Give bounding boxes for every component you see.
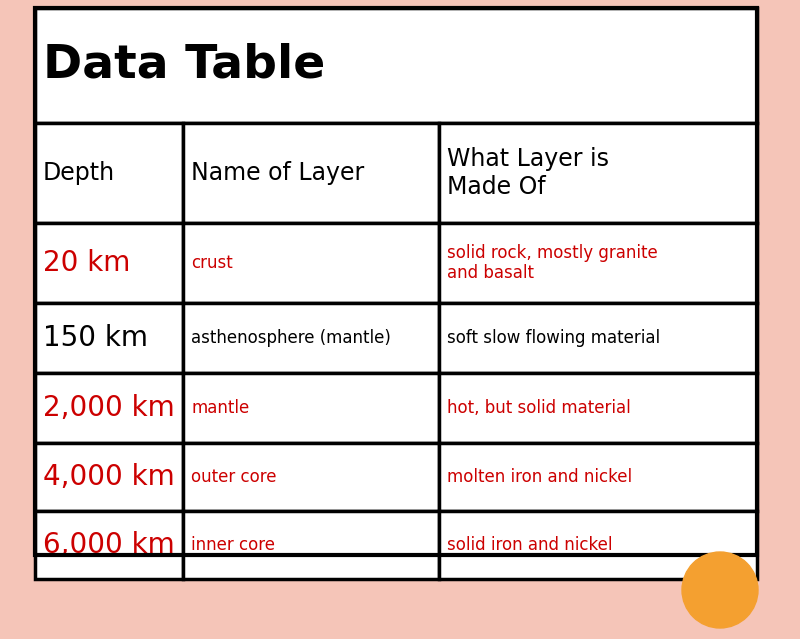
Text: 150 km: 150 km [43, 324, 148, 352]
Text: 20 km: 20 km [43, 249, 130, 277]
Bar [35, 223, 183, 303]
Bar [439, 223, 757, 303]
Text: 6,000 km: 6,000 km [43, 531, 174, 559]
Text: hot, but solid material: hot, but solid material [447, 399, 631, 417]
Text: soft slow flowing material: soft slow flowing material [447, 329, 661, 347]
Bar [35, 303, 183, 373]
Bar [35, 511, 183, 579]
Bar [439, 123, 757, 223]
Circle shape [682, 552, 758, 628]
Bar [439, 511, 757, 579]
Bar [35, 373, 183, 443]
Text: solid rock, mostly granite
and basalt: solid rock, mostly granite and basalt [447, 243, 658, 282]
Bar [183, 373, 439, 443]
Bar [183, 123, 439, 223]
Bar [35, 8, 757, 123]
Text: mantle: mantle [191, 399, 250, 417]
Text: Name of Layer: Name of Layer [191, 161, 364, 185]
Bar [35, 8, 757, 555]
Bar [183, 223, 439, 303]
Bar [439, 303, 757, 373]
Bar [183, 511, 439, 579]
Text: outer core: outer core [191, 468, 277, 486]
Text: 4,000 km: 4,000 km [43, 463, 174, 491]
Bar [183, 443, 439, 511]
Text: What Layer is
Made Of: What Layer is Made Of [447, 147, 610, 199]
Bar [35, 123, 183, 223]
Bar [35, 443, 183, 511]
Text: asthenosphere (mantle): asthenosphere (mantle) [191, 329, 391, 347]
Text: 2,000 km: 2,000 km [43, 394, 174, 422]
Text: molten iron and nickel: molten iron and nickel [447, 468, 633, 486]
Bar [439, 373, 757, 443]
Text: solid iron and nickel: solid iron and nickel [447, 536, 613, 554]
Bar [439, 443, 757, 511]
Bar [183, 303, 439, 373]
Text: crust: crust [191, 254, 233, 272]
Text: inner core: inner core [191, 536, 275, 554]
Text: Data Table: Data Table [43, 43, 326, 88]
Text: Depth: Depth [43, 161, 115, 185]
